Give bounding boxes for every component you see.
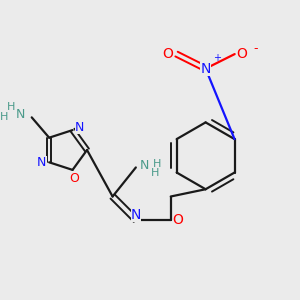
Text: O: O [162,47,173,61]
Text: O: O [69,172,79,185]
Text: H: H [7,102,15,112]
Text: O: O [236,47,247,61]
Text: O: O [172,213,183,227]
Text: H: H [0,112,8,122]
Text: N: N [15,108,25,121]
Text: N: N [140,160,149,172]
Text: N: N [131,208,141,222]
Text: H: H [150,168,159,178]
Text: N: N [37,156,46,169]
Text: N: N [75,121,85,134]
Text: H: H [153,159,162,170]
Text: +: + [213,53,221,63]
Text: -: - [254,42,258,55]
Text: N: N [200,61,211,76]
